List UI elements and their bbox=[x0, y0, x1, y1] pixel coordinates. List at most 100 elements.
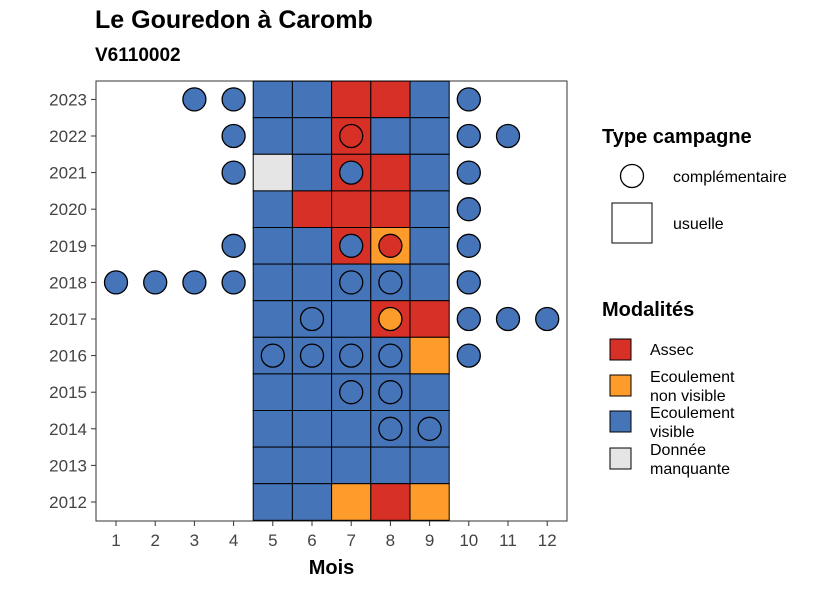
tile-2022-6 bbox=[291, 117, 333, 155]
legend-key-N bbox=[609, 374, 632, 397]
y-tick-label: 2018 bbox=[49, 273, 87, 292]
tile-2014-5 bbox=[252, 410, 293, 448]
tile-2017-5 bbox=[252, 300, 293, 338]
y-tick-label: 2020 bbox=[49, 200, 87, 219]
tile-2019-9 bbox=[409, 227, 450, 265]
point-2019-7 bbox=[339, 233, 364, 258]
tile-2023-6 bbox=[291, 80, 333, 119]
tile-2017-9 bbox=[409, 300, 450, 338]
tile-2021-6 bbox=[291, 153, 333, 192]
point-2016-6 bbox=[299, 343, 325, 368]
y-tick-label: 2017 bbox=[49, 310, 87, 329]
legend-modalite-label: Ecoulement bbox=[650, 405, 735, 422]
legend-campagne-label: usuelle bbox=[673, 216, 724, 233]
point-2018-1 bbox=[103, 270, 129, 295]
x-tick-label: 10 bbox=[459, 531, 478, 550]
y-tick-label: 2022 bbox=[49, 127, 87, 146]
legend-key-M bbox=[609, 447, 632, 470]
tile-2023-5 bbox=[252, 80, 293, 119]
tile-2012-8 bbox=[370, 483, 411, 521]
legend-modalite-label: visible bbox=[650, 424, 695, 441]
tile-2023-7 bbox=[331, 80, 372, 119]
point-2014-8 bbox=[378, 416, 403, 441]
tile-2018-5 bbox=[252, 263, 293, 302]
tile-2019-6 bbox=[291, 227, 333, 265]
y-tick-label: 2023 bbox=[49, 90, 87, 109]
point-2021-7 bbox=[339, 160, 364, 185]
legend-modalite-label: Assec bbox=[650, 342, 694, 359]
x-tick-label: 3 bbox=[190, 531, 199, 550]
y-tick-label: 2012 bbox=[49, 493, 87, 512]
point-2014-9 bbox=[417, 416, 442, 441]
tile-2020-9 bbox=[409, 190, 450, 228]
tile-2022-5 bbox=[252, 117, 293, 155]
point-2016-8 bbox=[378, 343, 403, 368]
tile-2013-6 bbox=[291, 446, 333, 485]
point-2023-4 bbox=[221, 87, 246, 112]
tile-2018-9 bbox=[409, 263, 450, 302]
tile-2018-6 bbox=[291, 263, 333, 302]
point-2019-10 bbox=[456, 233, 481, 258]
point-2015-8 bbox=[378, 380, 403, 405]
x-tick-label: 4 bbox=[229, 531, 238, 550]
point-2020-10 bbox=[456, 197, 481, 222]
x-tick-label: 6 bbox=[307, 531, 316, 550]
legend-modalite-label: non visible bbox=[650, 388, 726, 405]
tile-2023-8 bbox=[370, 80, 411, 119]
tile-2013-7 bbox=[331, 446, 372, 485]
tile-2014-7 bbox=[331, 410, 372, 448]
legend-modalite-label: manquante bbox=[650, 461, 730, 478]
tile-2020-8 bbox=[370, 190, 411, 228]
point-2022-4 bbox=[221, 123, 246, 149]
tile-2013-8 bbox=[370, 446, 411, 485]
y-tick-label: 2013 bbox=[49, 456, 87, 475]
x-tick-label: 8 bbox=[386, 531, 395, 550]
point-2019-8 bbox=[378, 233, 403, 258]
legend-modalite-label: Donnée bbox=[650, 442, 706, 459]
x-tick-label: 9 bbox=[425, 531, 434, 550]
x-tick-label: 11 bbox=[499, 531, 517, 550]
point-2019-4 bbox=[221, 233, 246, 258]
tile-2021-9 bbox=[409, 153, 450, 192]
y-tick-label: 2016 bbox=[49, 347, 87, 366]
tile-2022-8 bbox=[370, 117, 411, 155]
point-2018-2 bbox=[143, 270, 168, 295]
tile-2012-7 bbox=[331, 483, 372, 521]
x-tick-label: 1 bbox=[111, 531, 120, 550]
point-2017-11 bbox=[495, 306, 521, 332]
tile-2014-6 bbox=[291, 410, 333, 448]
legend-key-A bbox=[609, 338, 632, 361]
point-2017-8 bbox=[378, 306, 403, 332]
tile-2022-9 bbox=[409, 117, 450, 155]
tile-2015-6 bbox=[291, 373, 333, 411]
y-tick-label: 2019 bbox=[49, 237, 87, 256]
x-tick-label: 7 bbox=[346, 531, 355, 550]
point-2022-7 bbox=[339, 123, 364, 149]
point-2022-11 bbox=[495, 123, 521, 149]
point-2017-6 bbox=[299, 306, 325, 332]
x-tick-label: 2 bbox=[150, 531, 159, 550]
point-2018-4 bbox=[221, 270, 246, 295]
tile-2012-5 bbox=[252, 483, 293, 521]
x-tick-label: 12 bbox=[538, 531, 557, 550]
chart-subtitle: V6110002 bbox=[95, 45, 181, 66]
point-2018-7 bbox=[339, 270, 364, 295]
legend-square-key bbox=[611, 202, 653, 244]
legend-campagne-title: Type campagne bbox=[602, 126, 752, 148]
point-2022-10 bbox=[456, 123, 481, 149]
tile-2015-5 bbox=[252, 373, 293, 411]
legend-modalites-title: Modalités bbox=[602, 299, 694, 321]
point-2021-4 bbox=[221, 160, 246, 185]
point-2015-7 bbox=[339, 380, 364, 405]
point-2018-10 bbox=[456, 270, 481, 295]
tile-2013-5 bbox=[252, 446, 293, 485]
point-2023-10 bbox=[456, 87, 481, 112]
tile-2015-9 bbox=[409, 373, 450, 411]
point-2018-3 bbox=[182, 270, 207, 295]
y-tick-label: 2021 bbox=[49, 164, 87, 183]
point-2018-8 bbox=[378, 270, 403, 295]
x-tick-label: 5 bbox=[268, 531, 277, 550]
tile-2023-9 bbox=[409, 80, 450, 119]
point-2021-10 bbox=[456, 160, 481, 185]
